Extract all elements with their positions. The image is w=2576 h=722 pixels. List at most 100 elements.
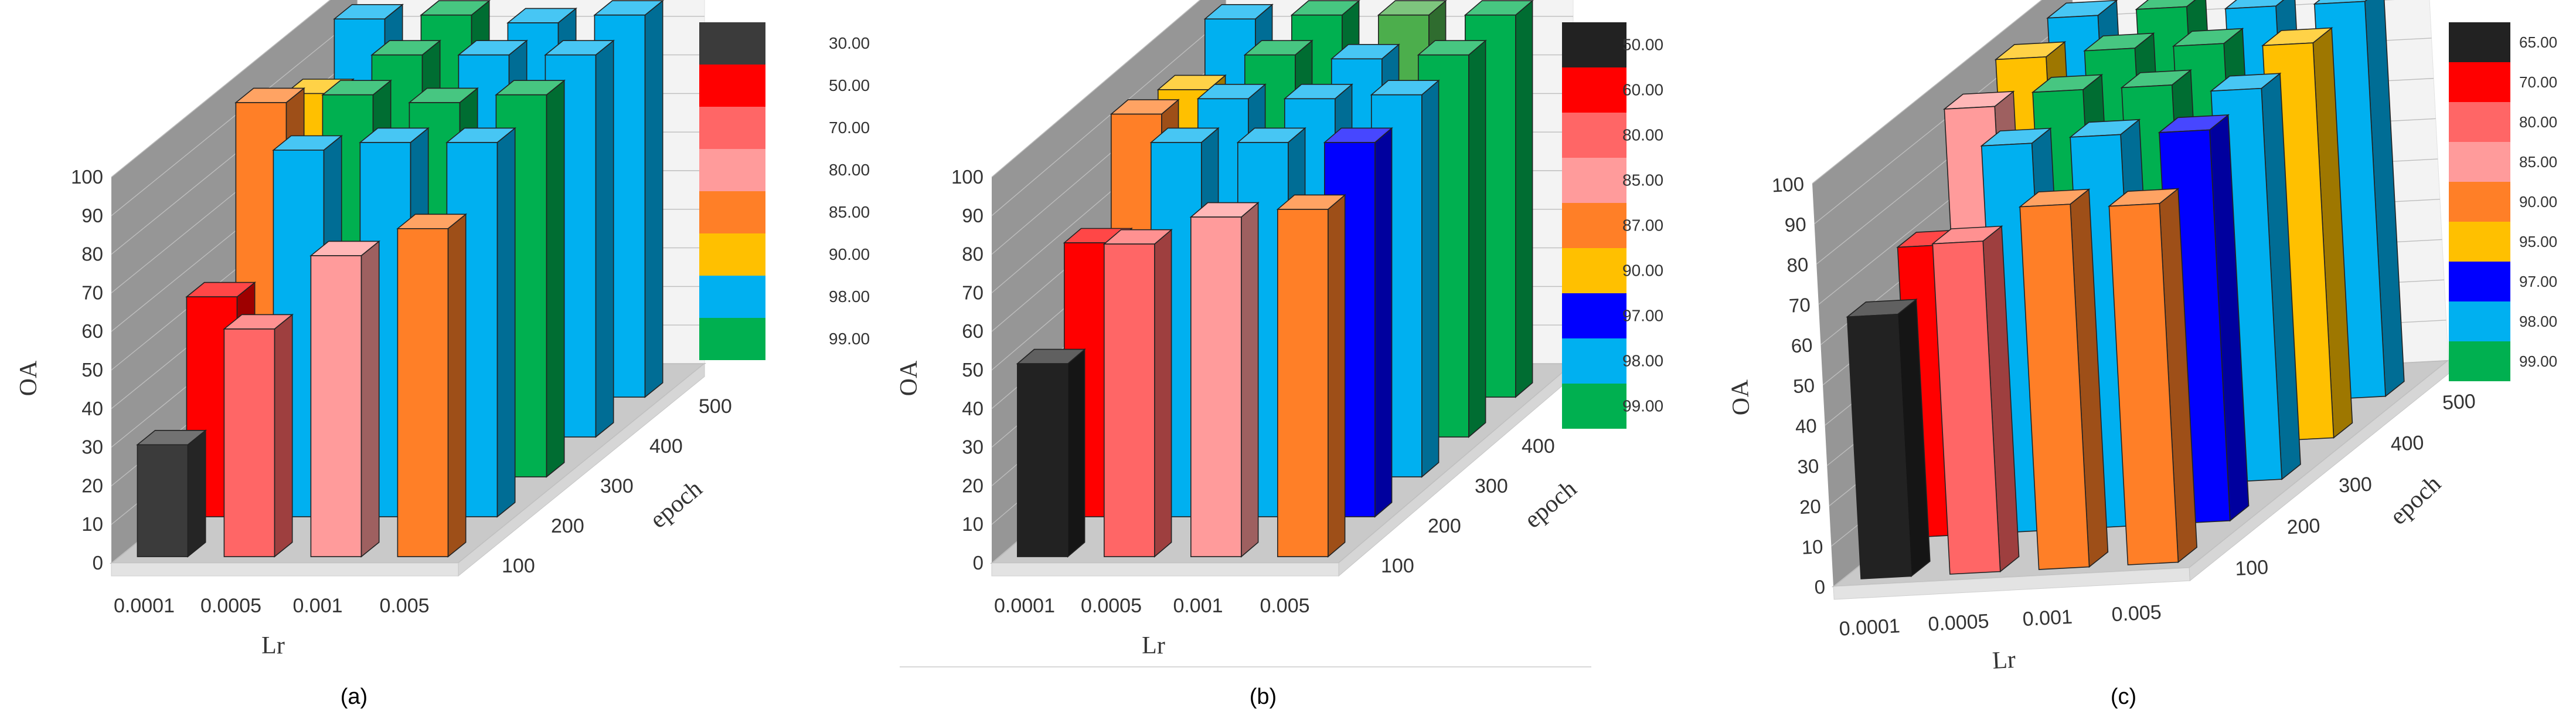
z-tick-label: 100 bbox=[2234, 556, 2269, 580]
bar-side bbox=[187, 429, 206, 558]
chart-panel-a: 0 10 20 30 40 50 60 70 80 90 100 0.0001 0.0005 0.001 0… bbox=[15, 0, 732, 659]
z-tick-label: 200 bbox=[551, 515, 584, 537]
legend-label: 80.00 bbox=[2519, 113, 2557, 131]
legend-swatch bbox=[1562, 248, 1626, 293]
legend: 30.00 50.00 70.00 80.00 85.00 90.00 98.00 99.00 bbox=[699, 22, 870, 360]
legend-swatch bbox=[1562, 203, 1626, 248]
legend-swatch bbox=[699, 233, 765, 276]
legend-label: 98.00 bbox=[829, 287, 870, 306]
bar-side bbox=[360, 240, 380, 558]
legend-swatch bbox=[2449, 222, 2510, 262]
x-tick-label: 0.001 bbox=[1173, 595, 1223, 617]
legend-label: 97.00 bbox=[2519, 273, 2557, 290]
bar bbox=[2107, 188, 2197, 565]
x-tick-label: 0.0005 bbox=[1081, 595, 1142, 617]
legend-label: 85.00 bbox=[1622, 171, 1663, 189]
bar-side bbox=[1468, 39, 1486, 438]
bar-side bbox=[447, 213, 467, 558]
y-tick-label: 50 bbox=[962, 359, 984, 381]
floor-side-edge bbox=[458, 362, 705, 577]
bar-side bbox=[496, 127, 516, 518]
y-tick-label: 80 bbox=[962, 243, 984, 265]
z-tick-label: 200 bbox=[1428, 515, 1461, 537]
gridline bbox=[991, 0, 1201, 178]
legend-label: 98.00 bbox=[1622, 352, 1663, 370]
bar bbox=[1102, 228, 1173, 558]
bar bbox=[1189, 201, 1260, 558]
legend-swatch bbox=[699, 107, 765, 149]
x-tick-label: 0.0001 bbox=[994, 595, 1055, 617]
z-tick-label: 400 bbox=[649, 435, 683, 457]
chart-panel-b: 0 10 20 30 40 50 60 70 80 90 100 0.0001 0.0005 0.001 0… bbox=[896, 0, 1602, 659]
legend-label: 85.00 bbox=[829, 203, 870, 221]
bar-side bbox=[1067, 348, 1085, 558]
legend-swatch bbox=[2449, 341, 2510, 381]
z-tick-label: 400 bbox=[1522, 435, 1555, 457]
legend-swatch bbox=[1562, 293, 1626, 338]
y-tick-label: 90 bbox=[962, 205, 984, 226]
bar-front bbox=[137, 444, 189, 557]
y-tick-label: 40 bbox=[962, 398, 984, 419]
y-tick-label: 0 bbox=[1814, 576, 1826, 598]
y-tick-label: 80 bbox=[1786, 253, 1809, 276]
z-tick-label: 200 bbox=[2286, 514, 2321, 538]
bar-side bbox=[274, 313, 293, 558]
y-tick-label: 30 bbox=[1797, 455, 1820, 478]
y-tick-label: 90 bbox=[1784, 213, 1807, 236]
y-tick-label: 70 bbox=[81, 282, 103, 303]
bar-side bbox=[1374, 127, 1393, 518]
bar bbox=[309, 240, 380, 558]
z-tick-label: 500 bbox=[2442, 390, 2476, 414]
floor-front-edge bbox=[111, 562, 459, 577]
bar-side bbox=[644, 0, 663, 398]
bar-front bbox=[1277, 209, 1329, 557]
legend-swatch bbox=[2449, 301, 2510, 341]
x-tick-label: 0.005 bbox=[2111, 601, 2162, 626]
legend-swatch bbox=[1562, 338, 1626, 384]
bar-side bbox=[1515, 0, 1533, 398]
legend-swatch bbox=[1562, 113, 1626, 158]
x-tick-label: 0.005 bbox=[1260, 595, 1309, 617]
y-axis-title: OA bbox=[15, 360, 42, 396]
y-tick-label: 60 bbox=[962, 320, 984, 342]
y-tick-label: 50 bbox=[1792, 374, 1815, 397]
legend-label: 90.00 bbox=[2519, 193, 2557, 211]
x-tick-label: 0.0001 bbox=[1839, 615, 1901, 640]
legend-swatch bbox=[2449, 262, 2510, 301]
panel-caption: (c) bbox=[2111, 684, 2136, 709]
y-tick-label: 70 bbox=[962, 282, 984, 303]
bar bbox=[1016, 348, 1086, 558]
bar bbox=[136, 429, 207, 558]
y-tick-label: 30 bbox=[81, 436, 103, 458]
bar-front bbox=[1017, 363, 1068, 557]
z-tick-label: 400 bbox=[2390, 432, 2425, 456]
bar-side bbox=[595, 39, 614, 438]
y-axis-title: OA bbox=[1726, 379, 1755, 416]
legend-label: 60.00 bbox=[1622, 81, 1663, 99]
legend-label: 98.00 bbox=[2519, 313, 2557, 330]
z-tick-label: 300 bbox=[600, 475, 634, 497]
bar-front bbox=[397, 228, 449, 557]
legend-swatch bbox=[699, 318, 765, 360]
legend-label: 99.00 bbox=[2519, 352, 2557, 370]
bar bbox=[1276, 194, 1346, 558]
legend-swatch bbox=[1562, 158, 1626, 203]
y-tick-label: 0 bbox=[93, 552, 103, 574]
legend: 50.00 60.00 80.00 85.00 87.00 90.00 97.00 98.00… bbox=[1562, 22, 1663, 429]
bar-side bbox=[1241, 201, 1259, 558]
bar-front bbox=[223, 328, 275, 557]
bar-front bbox=[2019, 204, 2090, 570]
y-tick-label: 100 bbox=[951, 166, 984, 188]
y-tick-label: 10 bbox=[81, 513, 103, 535]
x-tick-label: 0.001 bbox=[292, 595, 342, 617]
y-tick-label: 50 bbox=[81, 359, 103, 381]
z-axis-title: epoch bbox=[1519, 475, 1581, 534]
legend-swatch bbox=[699, 191, 765, 233]
legend-label: 90.00 bbox=[1622, 262, 1663, 280]
legend-label: 90.00 bbox=[829, 245, 870, 263]
y-tick-label: 60 bbox=[1791, 334, 1813, 357]
legend-label: 80.00 bbox=[1622, 126, 1663, 144]
bar-front bbox=[1846, 313, 1912, 579]
y-tick-label: 20 bbox=[81, 474, 103, 496]
